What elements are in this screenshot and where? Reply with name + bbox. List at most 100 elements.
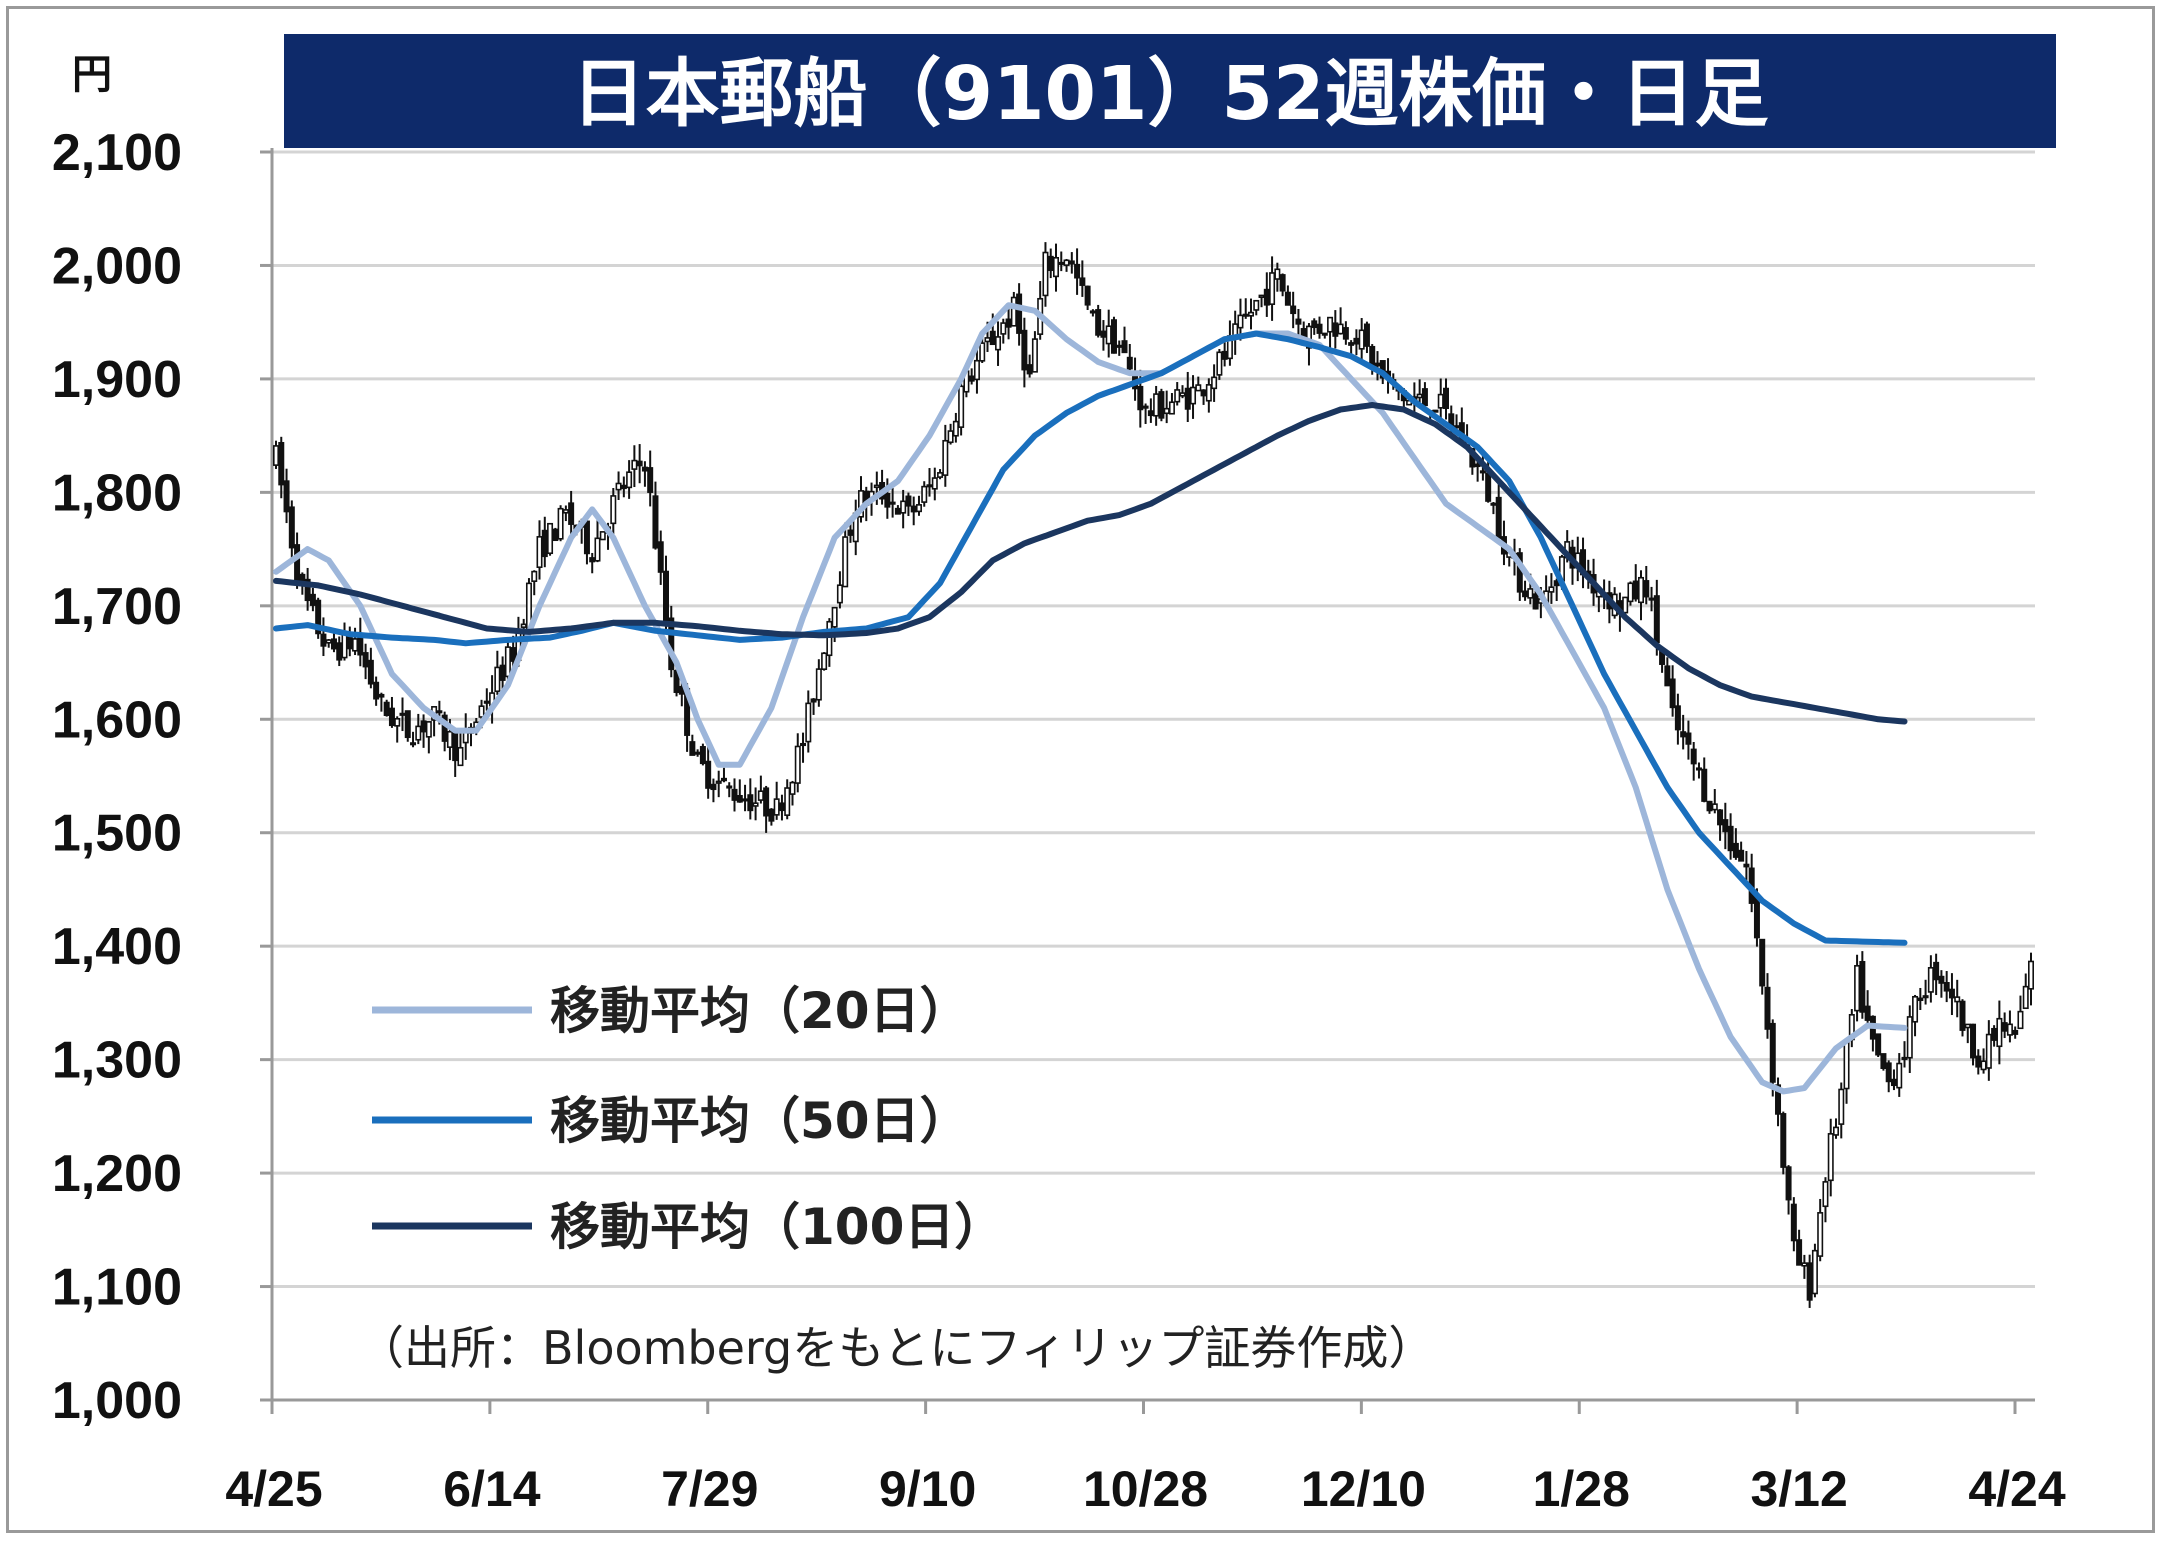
candle-body-up bbox=[1274, 268, 1281, 280]
candle-body-up bbox=[1058, 261, 1065, 265]
y-tick-label: 2,000 bbox=[52, 237, 182, 295]
candle-body-up bbox=[1000, 322, 1007, 335]
candle-body-up bbox=[715, 780, 722, 784]
candle-body-down bbox=[647, 467, 654, 493]
candle-body-down bbox=[452, 730, 459, 762]
candle-body-up bbox=[842, 536, 849, 588]
candle-body-up bbox=[2022, 985, 2029, 1010]
candle-body-down bbox=[1147, 410, 1154, 417]
candle-body-up bbox=[1258, 294, 1265, 298]
candle-body-down bbox=[1975, 1055, 1982, 1068]
candle-body-up bbox=[1432, 409, 1439, 413]
candle-body-down bbox=[1775, 1084, 1782, 1115]
candle-body-down bbox=[1016, 293, 1023, 334]
y-tick-label: 1,700 bbox=[52, 578, 182, 636]
candle-body-up bbox=[958, 385, 965, 428]
candle-body-down bbox=[1074, 263, 1081, 279]
candle-body-up bbox=[947, 430, 954, 444]
candle-body-down bbox=[1743, 863, 1750, 868]
candle-body-up bbox=[1321, 332, 1328, 336]
candle-body-down bbox=[1664, 665, 1671, 687]
candle-body-up bbox=[478, 705, 485, 718]
legend-label-ma20: 移動平均（20日） bbox=[550, 982, 970, 1040]
candle-body-up bbox=[1216, 351, 1223, 376]
candle-body-up bbox=[831, 606, 838, 628]
candle-body-up bbox=[626, 471, 633, 489]
candle-body-down bbox=[288, 506, 295, 549]
candle-body-up bbox=[457, 746, 464, 767]
candle-body-up bbox=[1985, 1033, 1992, 1069]
title-banner bbox=[284, 34, 2056, 148]
candle-body-up bbox=[1142, 405, 1149, 409]
candle-body-up bbox=[1337, 323, 1344, 335]
candle-body-up bbox=[1843, 1040, 1850, 1090]
y-unit-label: 円 bbox=[72, 52, 112, 98]
candle-body-down bbox=[404, 710, 411, 739]
candle-body-up bbox=[1954, 996, 1961, 1003]
candle-body-down bbox=[1959, 1000, 1966, 1031]
x-tick-label: 12/10 bbox=[1301, 1461, 1426, 1517]
candle-body-up bbox=[805, 702, 812, 743]
candle-body-up bbox=[979, 342, 986, 362]
candle-body-down bbox=[1685, 732, 1692, 745]
x-tick-label: 7/29 bbox=[661, 1461, 758, 1517]
candle-body-down bbox=[1290, 305, 1297, 315]
candle-body-down bbox=[778, 802, 785, 812]
candle-body-down bbox=[420, 720, 427, 733]
candle-body-down bbox=[552, 528, 559, 542]
chart-title: 日本郵船（9101）52週株価・日足 bbox=[572, 51, 1769, 137]
candle-body-down bbox=[884, 492, 891, 508]
candle-body-down bbox=[720, 777, 727, 782]
y-tick-label: 1,500 bbox=[52, 805, 182, 863]
candle-body-down bbox=[589, 557, 596, 563]
candle-body-down bbox=[1284, 291, 1291, 306]
candle-body-up bbox=[1174, 389, 1181, 403]
candle-body-down bbox=[1632, 580, 1639, 600]
candle-body-down bbox=[1021, 329, 1028, 371]
x-tick-label: 1/28 bbox=[1533, 1461, 1630, 1517]
candle-body-up bbox=[610, 495, 617, 525]
x-tick-label: 10/28 bbox=[1083, 1461, 1208, 1517]
candle-body-up bbox=[1627, 582, 1634, 603]
candle-body-up bbox=[1327, 316, 1334, 333]
candle-body-down bbox=[1943, 982, 1950, 992]
candle-body-up bbox=[394, 718, 401, 727]
candle-body-down bbox=[1121, 340, 1128, 354]
candle-body-up bbox=[1479, 470, 1486, 474]
candle-body-up bbox=[952, 420, 959, 437]
candle-body-down bbox=[1680, 731, 1687, 738]
x-tick-label: 4/25 bbox=[225, 1461, 322, 1517]
candle-body-down bbox=[1717, 809, 1724, 826]
ma50-line bbox=[273, 330, 1908, 946]
y-tick-label: 1,900 bbox=[52, 351, 182, 409]
candle-body-up bbox=[973, 359, 980, 381]
candle-body-up bbox=[931, 477, 938, 490]
candle-body-up bbox=[272, 445, 279, 466]
candle-body-down bbox=[1363, 323, 1370, 347]
candle-body-up bbox=[2028, 960, 2035, 990]
candle-body-down bbox=[768, 808, 775, 822]
x-axis-ticks: 4/25 6/14 7/29 9/10 10/28 12/10 1/28 3/12 4/24 bbox=[225, 1400, 2066, 1517]
candle-body-down bbox=[636, 460, 643, 467]
candle-body-down bbox=[1342, 327, 1349, 340]
candle-body-down bbox=[894, 507, 901, 515]
candle-body-down bbox=[410, 742, 417, 746]
candle-body-down bbox=[1796, 1239, 1803, 1266]
candle-body-down bbox=[283, 480, 290, 513]
y-tick-label: 1,600 bbox=[52, 691, 182, 749]
candle-body-up bbox=[742, 798, 749, 802]
candle-body-up bbox=[1031, 338, 1038, 373]
candle-body-down bbox=[1669, 678, 1676, 709]
ma20-line bbox=[273, 302, 1908, 1095]
candle-body-up bbox=[794, 745, 801, 784]
candle-body-down bbox=[1221, 350, 1228, 360]
y-axis-ticks: 1,000 1,100 1,200 1,300 1,400 1,500 1,600 1,700… bbox=[52, 124, 272, 1430]
candle-body-down bbox=[1970, 1023, 1977, 1059]
candle-body-down bbox=[383, 701, 390, 717]
candle-body-down bbox=[1158, 391, 1165, 419]
candle-body-down bbox=[1759, 938, 1766, 987]
legend-label-ma100: 移動平均（100日） bbox=[550, 1198, 1004, 1256]
candle-body-down bbox=[1764, 986, 1771, 1030]
candle-body-down bbox=[1785, 1166, 1792, 1201]
candle-body-up bbox=[1237, 314, 1244, 329]
